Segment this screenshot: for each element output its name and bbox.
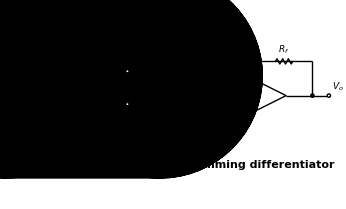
Text: $C_1$: $C_1$ <box>198 53 210 65</box>
Circle shape <box>228 86 232 89</box>
Text: $V_2$: $V_2$ <box>120 109 131 121</box>
Text: B: B <box>232 102 238 111</box>
Text: $R_2$: $R_2$ <box>155 86 167 98</box>
Text: $C_2$: $C_2$ <box>198 110 210 123</box>
Text: $R_1$: $R_1$ <box>155 53 167 65</box>
Circle shape <box>126 70 129 73</box>
Text: $V_1$: $V_1$ <box>120 54 131 67</box>
Text: Fig. 2.50 Summing differentiator: Fig. 2.50 Summing differentiator <box>129 160 335 170</box>
Text: $I_1$: $I_1$ <box>166 68 174 81</box>
Text: $R_f$: $R_f$ <box>279 44 290 56</box>
Text: I: I <box>247 74 249 83</box>
Circle shape <box>311 94 314 97</box>
Circle shape <box>126 103 129 106</box>
Text: A: A <box>226 91 232 100</box>
Text: +: + <box>240 102 249 112</box>
Circle shape <box>327 94 330 97</box>
Text: $I_2$: $I_2$ <box>166 101 174 114</box>
Text: −: − <box>240 79 249 89</box>
Text: $V_o$: $V_o$ <box>331 80 343 93</box>
